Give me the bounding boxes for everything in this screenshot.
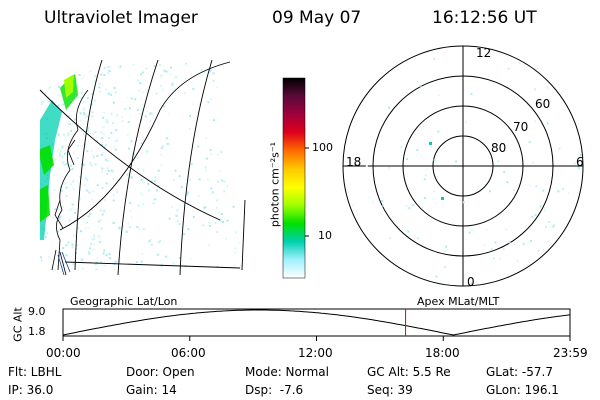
bright-emission-edge xyxy=(40,72,78,240)
timeline-xtick-18: 18:00 xyxy=(425,346,460,360)
status-ip: IP: 36.0 xyxy=(8,383,54,397)
lat-lon-grid xyxy=(39,59,246,276)
status-glat: GLat: -57.7 xyxy=(486,365,553,379)
mlt-label-18: 18 xyxy=(346,155,362,169)
colorbar-tick-100: 100 xyxy=(312,141,333,154)
polar-bright-spot xyxy=(441,197,444,200)
instrument-title: Ultraviolet Imager xyxy=(44,8,198,28)
coastline xyxy=(51,89,89,276)
timeline-xtick-6: 06:00 xyxy=(171,346,206,360)
status-gain: Gain: 14 xyxy=(126,383,177,397)
observation-date: 09 May 07 xyxy=(272,8,362,28)
polar-bright-spot xyxy=(429,142,432,145)
lat-label-60: 60 xyxy=(535,97,551,111)
timeline-xtick-12: 12:00 xyxy=(298,346,333,360)
lat-label-70: 70 xyxy=(513,120,529,134)
coastline-detail xyxy=(57,251,71,276)
observation-time: 16:12:56 UT xyxy=(432,8,537,28)
status-mode: Mode: Normal xyxy=(245,365,329,379)
timeline-left-title: Geographic Lat/Lon xyxy=(70,295,178,308)
mlt-label-6: 6 xyxy=(576,155,584,169)
timeline-ytick-max: 9.0 xyxy=(28,305,46,318)
timeline-frame xyxy=(62,308,571,337)
status-gc-alt: GC Alt: 5.5 Re xyxy=(367,365,451,379)
timeline-xtick-2359: 23:59 xyxy=(553,346,588,360)
timeline-ytick-min: 1.8 xyxy=(28,325,46,338)
status-door: Door: Open xyxy=(126,365,195,379)
altitude-curve xyxy=(62,309,571,336)
colorbar xyxy=(282,77,309,279)
timeline-right-title: Apex MLat/MLT xyxy=(417,295,500,308)
timeline-x-ticks xyxy=(62,336,571,341)
polar-speckles xyxy=(352,51,582,285)
status-filter: Flt: LBHL xyxy=(8,365,62,379)
timeline-xtick-0: 00:00 xyxy=(46,346,81,360)
status-glon: GLon: 196.1 xyxy=(486,383,559,397)
colorbar-tick-10: 10 xyxy=(318,229,332,242)
status-dsp: Dsp: -7.6 xyxy=(245,383,304,397)
mlt-label-12: 12 xyxy=(476,46,492,60)
mlt-label-0: 0 xyxy=(467,275,475,289)
lat-label-80: 80 xyxy=(491,141,507,155)
status-seq: Seq: 39 xyxy=(367,383,413,397)
